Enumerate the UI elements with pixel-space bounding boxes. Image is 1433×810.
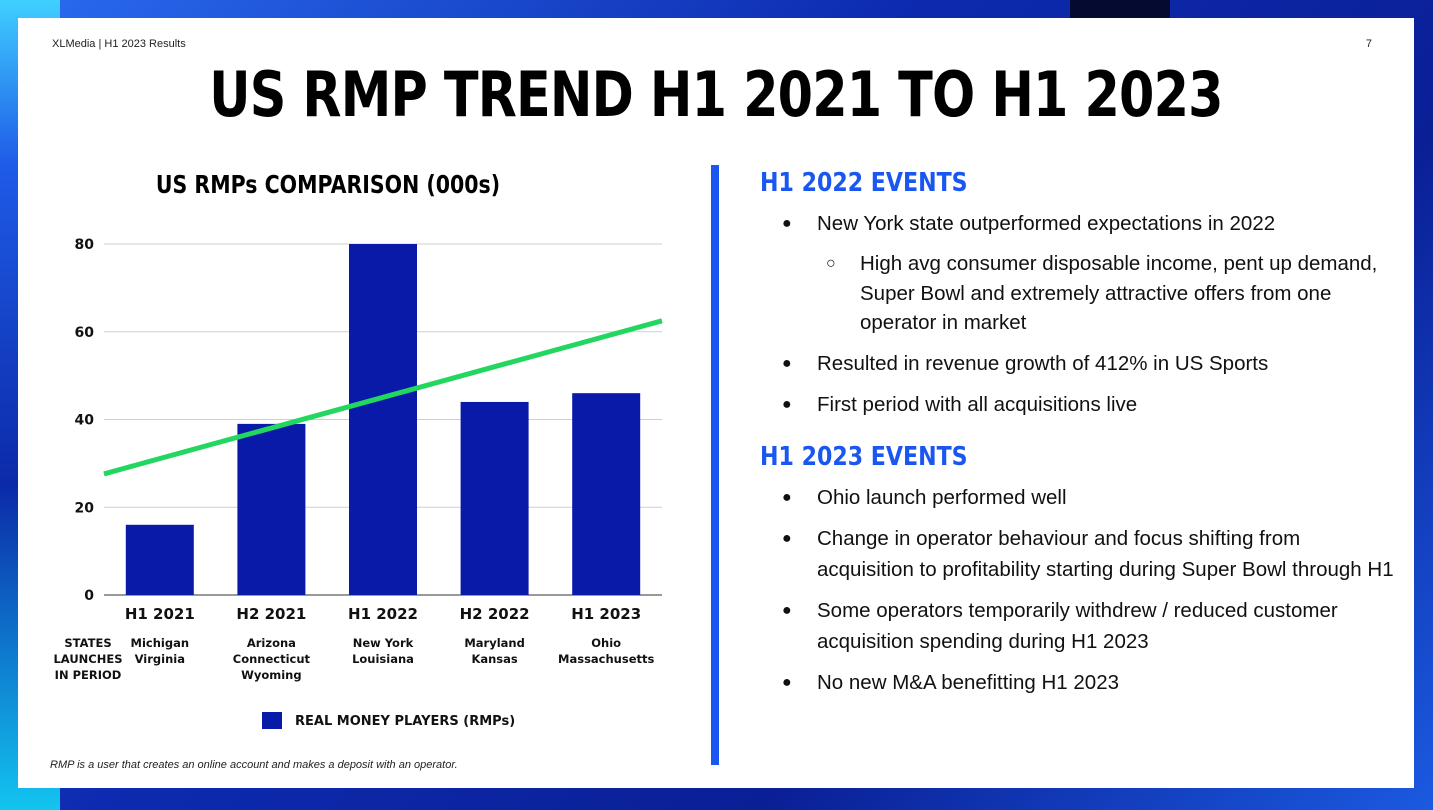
bullet-item: ● Some operators temporarily withdrew / r… (760, 595, 1400, 657)
trendline (103, 318, 663, 477)
bullet-text: New York state outperformed expectations… (817, 212, 1276, 235)
bullet-item: ● First period with all acquisitions live (760, 389, 1400, 420)
state-launch-label: Virginia (135, 652, 185, 666)
bullet-text: Change in operator behaviour and focus s… (817, 526, 1394, 581)
x-tick-label: H1 2021 (125, 605, 195, 623)
state-launch-label: New York (353, 636, 414, 650)
bullet-marker: ● (782, 673, 792, 691)
column-divider (711, 165, 719, 765)
state-launch-label: Ohio (591, 636, 621, 650)
section-title: H1 2022 EVENTS (760, 168, 968, 198)
x-tick-label: H2 2022 (460, 605, 530, 623)
state-launch-label: Maryland (464, 636, 525, 650)
legend-label: REAL MONEY PLAYERS (RMPs) (295, 714, 515, 729)
slide: XLMedia | H1 2023 Results 7 US RMP TREND… (18, 18, 1414, 788)
bullet-text: No new M&A benefitting H1 2023 (817, 670, 1119, 694)
bullet-text: First period with all acquisitions live (817, 392, 1138, 416)
bullet-marker: ● (782, 488, 792, 506)
y-tick-label: 80 (75, 237, 95, 253)
bullet-list: ● Ohio launch performed well ● Change in op… (760, 482, 1400, 698)
bullet-text: High avg consumer disposable income, pen… (860, 252, 1378, 334)
bullet-marker: ● (782, 354, 792, 372)
slide-title: US RMP TREND H1 2021 TO H1 2023 (209, 58, 1223, 131)
bullet-marker: ● (782, 215, 792, 232)
bar (349, 244, 417, 595)
header-label: XLMedia | H1 2023 Results (52, 38, 186, 50)
bar (237, 423, 306, 595)
x-tick-label: H2 2021 (236, 605, 306, 623)
bullet-item: ○ High avg consumer disposable income, pe… (760, 249, 1400, 338)
state-launch-label: Kansas (471, 652, 517, 666)
background-top-accent (1070, 0, 1170, 20)
bullet-text: Resulted in revenue growth of 412% in US… (817, 351, 1269, 375)
bullet-marker: ● (782, 529, 792, 547)
bullet-marker: ● (782, 395, 792, 413)
bullet-item: ● New York state outperformed expectation… (760, 208, 1400, 239)
page-number: 7 (1365, 38, 1372, 50)
bullet-item: ● Ohio launch performed well (760, 482, 1400, 513)
chart-title: US RMPs COMPARISON (000s) (155, 170, 501, 199)
state-launch-label: Michigan (131, 636, 190, 650)
bar (460, 401, 529, 595)
x-tick-label: H1 2022 (348, 605, 418, 623)
bullet-item: ● Resulted in revenue growth of 412% in U… (760, 348, 1400, 379)
bullet-text: Ohio launch performed well (817, 485, 1067, 509)
bullet-item: ● Change in operator behaviour and focus … (760, 523, 1400, 585)
y-tick-label: 0 (84, 588, 94, 604)
bullet-text: Some operators temporarily withdrew / re… (817, 598, 1338, 653)
state-launch-label: Louisiana (352, 652, 414, 666)
state-launch-label: Wyoming (241, 668, 301, 682)
footnote: RMP is a user that creates an online acc… (50, 759, 458, 771)
state-launch-label: Massachusetts (558, 652, 654, 666)
events-column: H1 2022 EVENTS ● New York state outperform… (760, 168, 1400, 708)
bullet-marker: ○ (826, 255, 836, 272)
state-launch-label: Connecticut (233, 652, 311, 666)
row-label: IN PERIOD (55, 668, 122, 682)
y-tick-label: 60 (75, 325, 95, 341)
bar (125, 524, 194, 595)
x-tick-label: H1 2023 (571, 605, 641, 623)
row-label: LAUNCHES (53, 652, 122, 666)
row-label: STATES (64, 636, 111, 650)
section-title: H1 2023 EVENTS (760, 441, 968, 472)
bullet-item: ● No new M&A benefitting H1 2023 (760, 667, 1400, 698)
bar-chart: 0 20 40 60 80 H1 2021 Michigan Virginia H2 2021 A… (53, 237, 663, 729)
y-tick-label: 40 (75, 413, 95, 429)
bar (572, 393, 641, 595)
legend-swatch (262, 712, 282, 729)
bullet-marker: ● (782, 601, 792, 619)
bullet-list: ● New York state outperformed expectation… (760, 208, 1400, 420)
state-launch-label: Arizona (247, 636, 296, 650)
y-tick-label: 20 (75, 500, 95, 516)
